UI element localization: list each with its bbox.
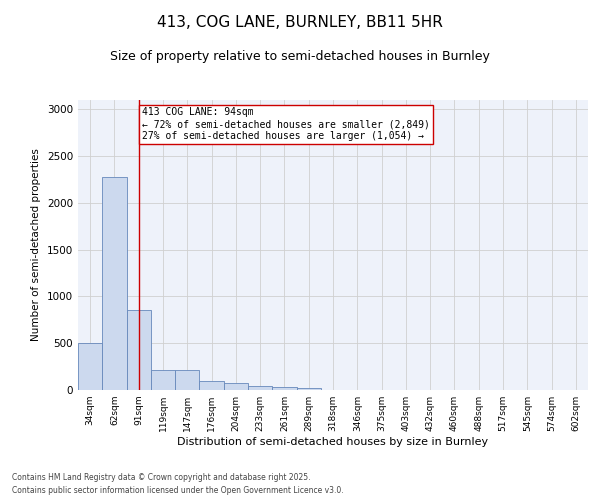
Bar	[151, 370, 175, 390]
Bar	[224, 384, 248, 390]
Bar	[175, 370, 199, 390]
Bar	[272, 387, 296, 390]
Text: Size of property relative to semi-detached houses in Burnley: Size of property relative to semi-detach…	[110, 50, 490, 63]
Bar	[248, 386, 272, 390]
Text: 413 COG LANE: 94sqm
← 72% of semi-detached houses are smaller (2,849)
27% of sem: 413 COG LANE: 94sqm ← 72% of semi-detach…	[142, 108, 430, 140]
Text: Contains public sector information licensed under the Open Government Licence v3: Contains public sector information licen…	[12, 486, 344, 495]
Text: 413, COG LANE, BURNLEY, BB11 5HR: 413, COG LANE, BURNLEY, BB11 5HR	[157, 15, 443, 30]
Y-axis label: Number of semi-detached properties: Number of semi-detached properties	[31, 148, 41, 342]
Bar	[296, 388, 321, 390]
X-axis label: Distribution of semi-detached houses by size in Burnley: Distribution of semi-detached houses by …	[178, 437, 488, 447]
Bar	[127, 310, 151, 390]
Text: Contains HM Land Registry data © Crown copyright and database right 2025.: Contains HM Land Registry data © Crown c…	[12, 474, 311, 482]
Bar	[199, 380, 224, 390]
Bar	[102, 176, 127, 390]
Bar	[78, 343, 102, 390]
